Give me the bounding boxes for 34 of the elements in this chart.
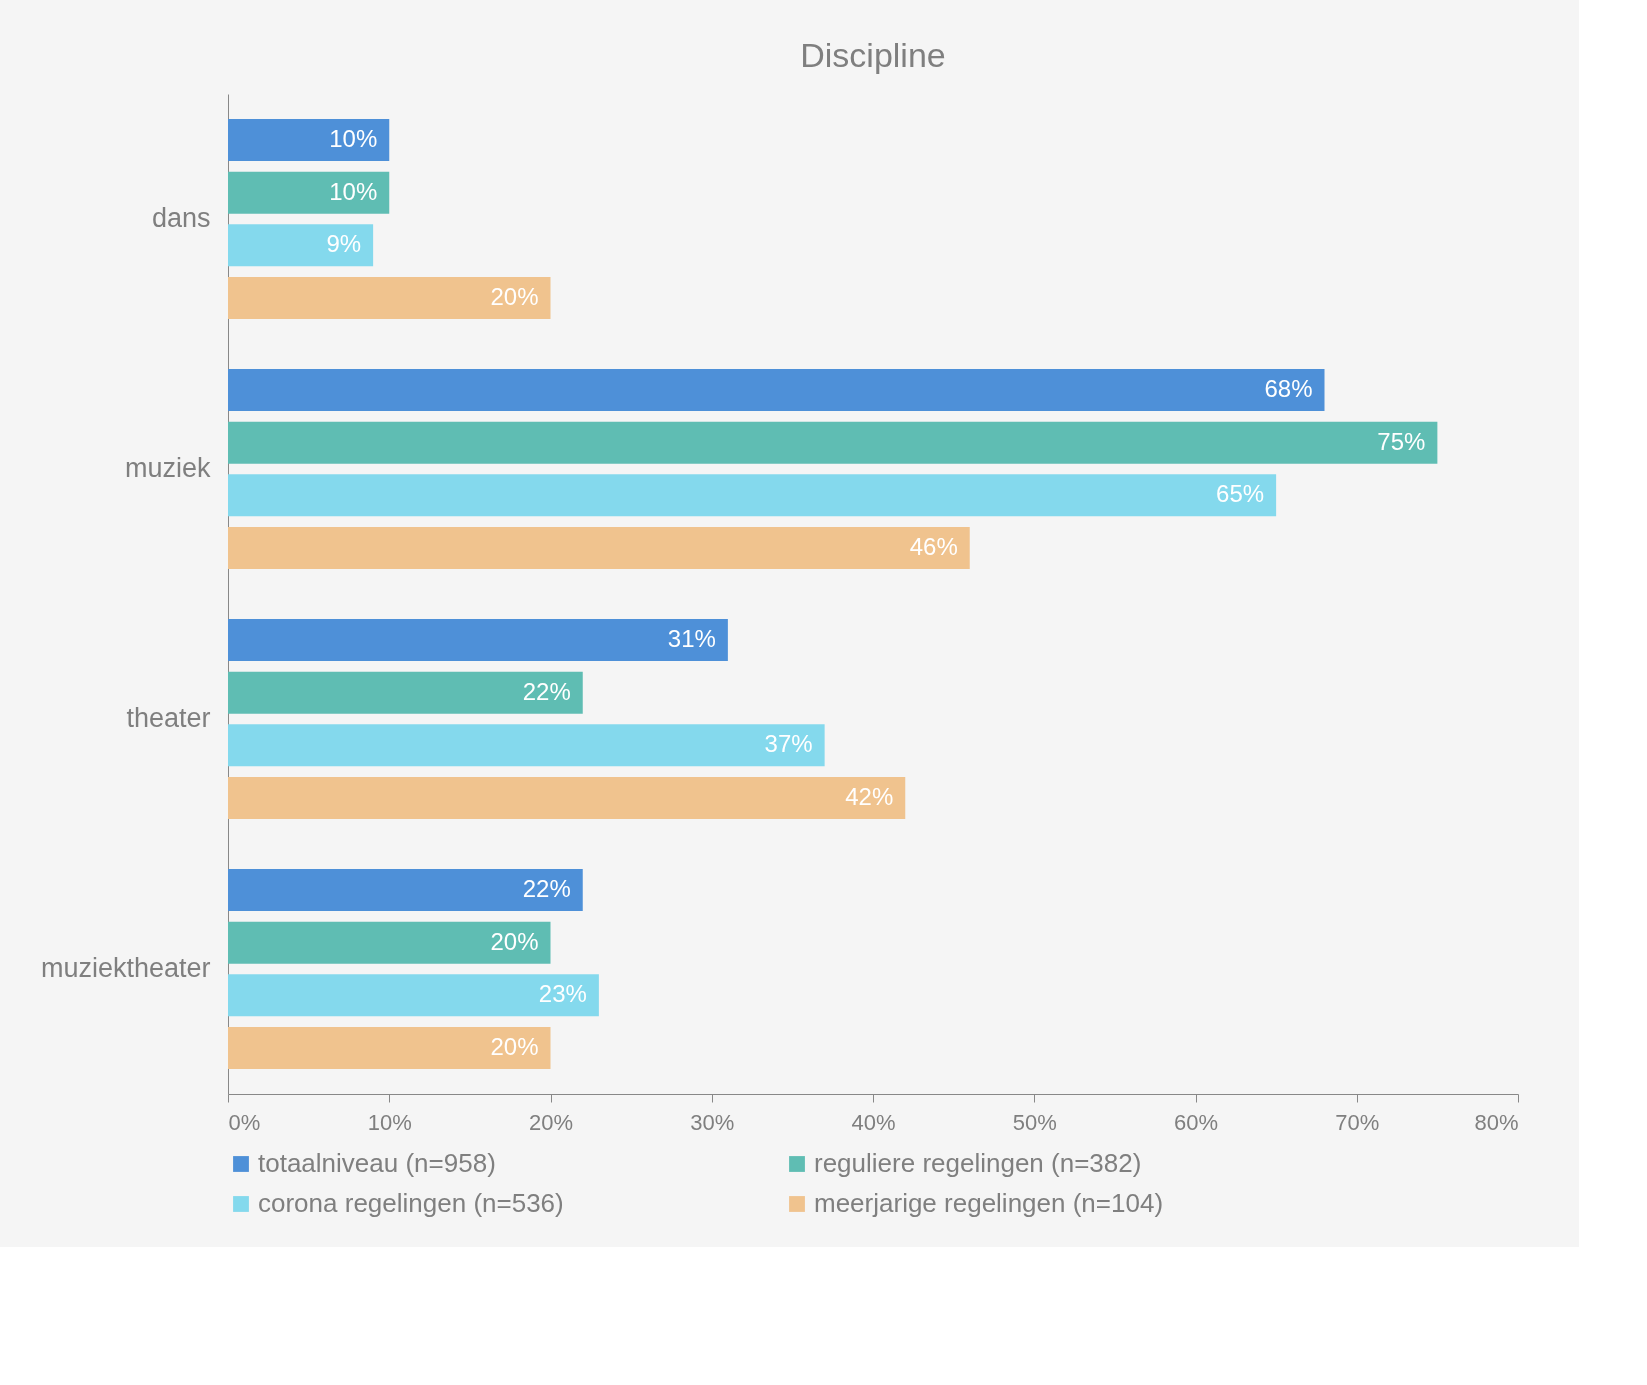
x-tick-label: 20% [528,1109,574,1135]
x-tick-label: 30% [690,1109,735,1135]
data-label: 75% [1377,427,1426,455]
x-tick-label: 0% [228,1109,261,1135]
data-label: 10% [329,177,378,205]
y-tick-label: theater [126,703,211,733]
legend-label: reguliere regelingen (n=382) [814,1148,1142,1178]
data-label: 20% [490,1032,539,1060]
data-label: 10% [329,125,378,153]
chart-title: Discipline [800,36,946,74]
legend-label: totaalniveau (n=958) [258,1148,496,1178]
data-label: 23% [538,980,587,1008]
x-tick-label: 50% [1012,1109,1057,1135]
x-tick-label: 60% [1173,1109,1219,1135]
data-label: 42% [845,782,894,810]
x-tick-label: 80% [1474,1109,1519,1135]
data-label: 68% [1264,375,1313,403]
legend-label: corona regelingen (n=536) [258,1188,564,1218]
data-label: 20% [490,927,539,955]
legend-label: meerjarige regelingen (n=104) [814,1188,1164,1218]
y-tick-label: dans [151,203,211,233]
data-label: 46% [909,532,958,560]
data-label: 31% [667,625,716,653]
data-label: 20% [490,282,539,310]
data-label: 65% [1216,480,1265,508]
x-tick-label: 70% [1335,1109,1380,1135]
x-tick-label: 40% [851,1109,896,1135]
x-tick-label: 10% [367,1109,412,1135]
data-label: 37% [764,730,813,758]
data-label: 22% [522,875,571,903]
data-label: 9% [326,230,362,258]
y-tick-label: muziek [124,453,211,483]
data-label: 22% [522,677,571,705]
y-tick-label: muziektheater [40,953,211,983]
